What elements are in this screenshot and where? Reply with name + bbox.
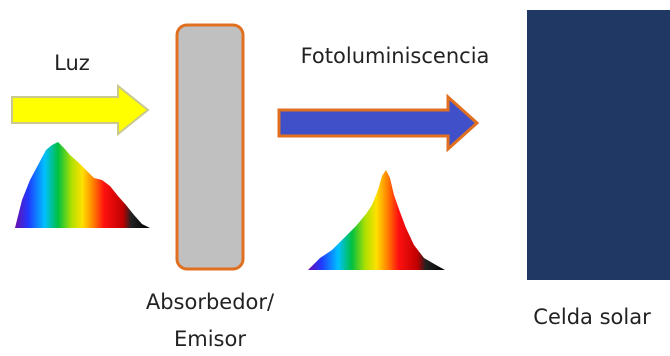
absorber-emitter [177, 25, 243, 269]
solar-cell [527, 10, 670, 280]
solar-cell-label: Celda solar [533, 305, 651, 329]
light-arrow [12, 86, 148, 134]
emission-spectrum [308, 170, 445, 270]
photoluminescence-arrow [279, 97, 477, 149]
light-label: Luz [54, 51, 90, 75]
absorber-label-1: Absorbedor/ [146, 290, 275, 314]
absorber-label-2: Emisor [174, 327, 246, 351]
page: Luz Absorbedor/ Emisor Fotoluminiscencia… [0, 0, 670, 356]
photoluminescence-label: Fotoluminiscencia [301, 44, 490, 68]
incident-spectrum [15, 142, 150, 228]
diagram: Luz Absorbedor/ Emisor Fotoluminiscencia… [0, 0, 670, 356]
